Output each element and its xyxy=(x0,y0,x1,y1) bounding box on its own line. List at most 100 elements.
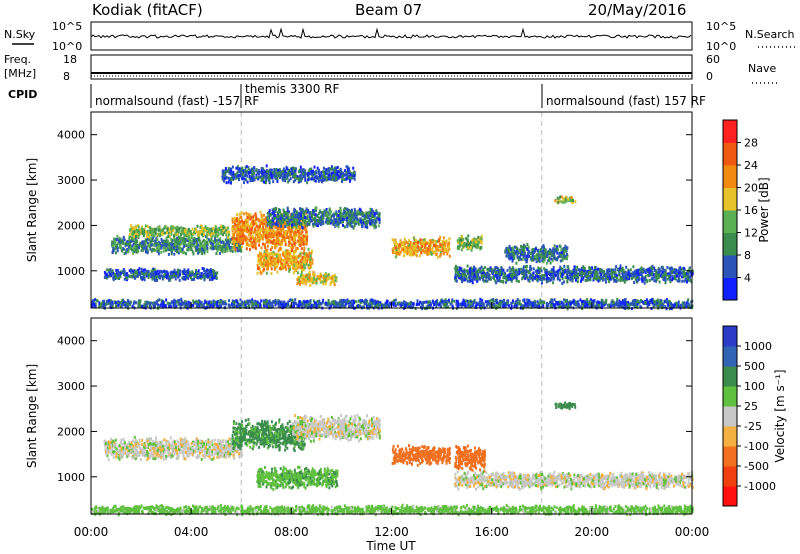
cell xyxy=(252,219,255,223)
cell xyxy=(218,247,221,251)
cell xyxy=(179,269,182,273)
cell xyxy=(293,242,296,246)
cell xyxy=(394,246,397,250)
cell xyxy=(225,246,228,250)
cell xyxy=(306,214,309,218)
cell xyxy=(316,166,319,170)
cell xyxy=(177,251,180,255)
cell xyxy=(195,229,197,233)
cell xyxy=(286,215,289,219)
cell xyxy=(188,270,191,274)
cell xyxy=(129,228,132,232)
cell xyxy=(465,242,468,246)
cell xyxy=(413,246,416,250)
cell xyxy=(414,250,417,254)
cell xyxy=(264,181,267,185)
cell xyxy=(158,275,161,279)
cell xyxy=(153,234,156,238)
cell xyxy=(312,270,315,274)
cell xyxy=(297,255,300,259)
cell xyxy=(112,246,115,250)
cell xyxy=(137,236,140,239)
cell xyxy=(169,276,172,280)
cell xyxy=(342,224,344,227)
cell xyxy=(253,239,255,243)
cell xyxy=(643,281,646,285)
cell xyxy=(249,213,252,217)
cell xyxy=(147,244,149,248)
cell xyxy=(239,225,242,229)
cell xyxy=(285,267,288,271)
cell xyxy=(161,244,164,248)
cell xyxy=(226,169,229,173)
cell xyxy=(479,240,482,243)
cell xyxy=(302,240,305,244)
cell xyxy=(340,214,343,218)
cell xyxy=(153,268,156,271)
cell xyxy=(153,228,156,232)
cell xyxy=(500,279,503,283)
cell xyxy=(421,245,423,249)
cell xyxy=(311,276,314,280)
cell xyxy=(279,217,282,221)
cell xyxy=(176,240,179,244)
cell xyxy=(123,277,126,281)
cell xyxy=(205,244,208,248)
cell xyxy=(152,267,155,271)
cell xyxy=(295,167,297,171)
cell xyxy=(263,258,265,262)
cell xyxy=(199,241,201,245)
cell xyxy=(261,217,264,221)
cell xyxy=(457,241,460,245)
cell xyxy=(280,229,283,233)
cell xyxy=(370,221,373,225)
cell xyxy=(165,240,168,244)
cell xyxy=(194,248,197,252)
cell xyxy=(319,176,322,180)
cell xyxy=(373,226,376,230)
cell xyxy=(442,243,444,247)
cell xyxy=(128,238,131,241)
cell xyxy=(296,211,298,215)
cell xyxy=(206,250,209,253)
cell xyxy=(242,212,245,216)
cell xyxy=(246,242,249,246)
cell xyxy=(187,227,190,231)
cell xyxy=(272,219,275,222)
cell xyxy=(344,214,347,218)
cell xyxy=(302,243,305,247)
cell xyxy=(143,276,146,280)
cell xyxy=(103,276,106,279)
cell xyxy=(375,220,378,224)
cell xyxy=(285,215,288,219)
cell xyxy=(214,245,217,249)
cell xyxy=(183,277,186,281)
cell xyxy=(302,264,305,268)
cell xyxy=(306,259,309,263)
cell xyxy=(199,230,202,234)
cell xyxy=(307,255,310,259)
cell xyxy=(308,277,310,280)
cell xyxy=(355,218,358,222)
cell xyxy=(129,239,132,243)
cell xyxy=(189,244,192,248)
cell xyxy=(216,271,219,275)
cell xyxy=(289,226,292,230)
cell xyxy=(186,274,189,278)
cell xyxy=(301,256,304,260)
cell xyxy=(162,269,165,273)
cell xyxy=(132,242,135,246)
cell xyxy=(273,172,276,176)
cell xyxy=(223,173,226,177)
cell xyxy=(315,171,318,175)
cell xyxy=(137,250,140,254)
cell xyxy=(245,223,248,227)
cell xyxy=(121,240,124,243)
cell xyxy=(480,265,483,269)
cell xyxy=(176,248,179,252)
cell xyxy=(658,280,661,284)
cell xyxy=(222,243,225,247)
cell xyxy=(327,219,330,223)
cell xyxy=(394,255,397,259)
cell xyxy=(123,269,126,273)
